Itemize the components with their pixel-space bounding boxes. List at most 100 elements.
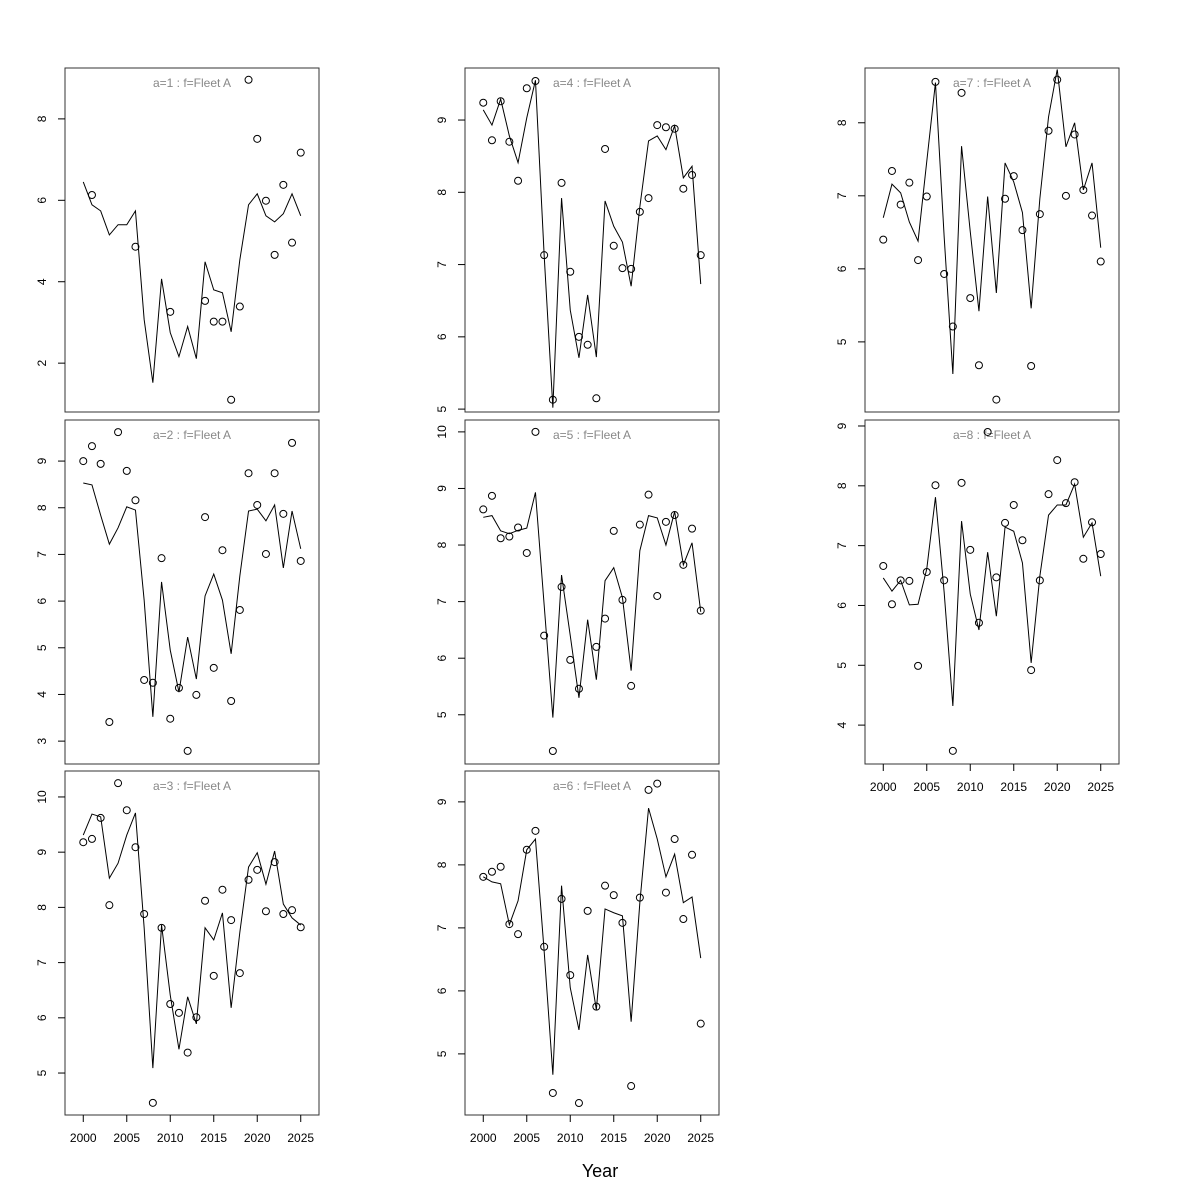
fitted-line (482, 80, 702, 408)
y-tick-label: 8 (35, 904, 49, 911)
y-tick-label: 2 (35, 359, 49, 366)
y-tick-label: 10 (435, 425, 449, 439)
x-tick-label: 2025 (287, 1131, 314, 1145)
data-point (601, 614, 610, 623)
data-point (166, 714, 175, 723)
x-tick-label: 2005 (913, 780, 940, 794)
data-point (270, 250, 279, 259)
y-tick-label: 5 (435, 711, 449, 718)
data-point (879, 561, 888, 570)
data-point (531, 427, 540, 436)
data-point (114, 779, 123, 788)
data-point (574, 1099, 583, 1108)
data-point (87, 442, 96, 451)
x-tick-label: 2015 (600, 1131, 627, 1145)
y-tick-label: 7 (435, 598, 449, 605)
data-point (627, 681, 636, 690)
x-tick-label: 2025 (1087, 780, 1114, 794)
data-point (670, 835, 679, 844)
y-tick-label: 4 (835, 721, 849, 728)
panel-title: a=6 : f=Fleet A (553, 779, 631, 793)
data-point (592, 642, 601, 651)
data-point (931, 481, 940, 490)
panel-title: a=4 : f=Fleet A (553, 76, 631, 90)
data-point (583, 340, 592, 349)
data-point (148, 678, 157, 687)
data-point (670, 511, 679, 520)
panel-title: a=7 : f=Fleet A (953, 76, 1031, 90)
data-point (1070, 130, 1079, 139)
data-point (1001, 518, 1010, 527)
y-tick-label: 8 (435, 861, 449, 868)
y-tick-label: 8 (435, 189, 449, 196)
data-point (557, 178, 566, 187)
data-point (183, 746, 192, 755)
y-tick-label: 9 (435, 798, 449, 805)
data-point (183, 1048, 192, 1057)
panel-title: a=8 : f=Fleet A (953, 428, 1031, 442)
data-point (948, 746, 957, 755)
data-point (1001, 194, 1010, 203)
data-point (653, 121, 662, 130)
data-point (166, 307, 175, 316)
y-tick-label: 7 (835, 192, 849, 199)
y-tick-label: 7 (835, 542, 849, 549)
panel-frame (464, 770, 720, 1116)
data-point (887, 600, 896, 609)
data-point (887, 166, 896, 175)
data-point (218, 546, 227, 555)
y-tick-label: 3 (35, 737, 49, 744)
data-point (270, 469, 279, 478)
data-point (227, 395, 236, 404)
data-point (522, 845, 531, 854)
data-point (235, 302, 244, 311)
data-point (679, 915, 688, 924)
data-point (487, 136, 496, 145)
data-point (583, 906, 592, 915)
data-point (566, 655, 575, 664)
data-point (548, 746, 557, 755)
data-point (940, 269, 949, 278)
data-point (279, 910, 288, 919)
data-point (209, 317, 218, 326)
data-point (1009, 172, 1018, 181)
y-tick-label: 9 (835, 422, 849, 429)
y-tick-label: 5 (35, 644, 49, 651)
y-tick-label: 6 (435, 655, 449, 662)
data-point (983, 427, 992, 436)
y-tick-label: 5 (35, 1069, 49, 1076)
data-point (105, 717, 114, 726)
panel-title: a=2 : f=Fleet A (153, 428, 231, 442)
data-point (253, 865, 262, 874)
data-point (244, 875, 253, 884)
data-point (218, 885, 227, 894)
data-point (1053, 75, 1062, 84)
data-point (296, 923, 305, 932)
data-point (131, 496, 140, 505)
data-point (479, 98, 488, 107)
panel-frame (864, 419, 1120, 765)
data-point (966, 294, 975, 303)
data-point (131, 242, 140, 251)
x-tick-label: 2005 (113, 1131, 140, 1145)
y-tick-label: 7 (435, 924, 449, 931)
panel-frame (64, 67, 320, 413)
data-point (974, 361, 983, 370)
data-point (688, 524, 697, 533)
y-tick-label: 4 (35, 278, 49, 285)
data-point (279, 180, 288, 189)
data-point (679, 184, 688, 193)
y-tick-label: 6 (835, 265, 849, 272)
x-tick-label: 2020 (644, 1131, 671, 1145)
data-point (79, 457, 88, 466)
data-point (522, 548, 531, 557)
y-tick-label: 6 (35, 1014, 49, 1021)
data-point (1027, 666, 1036, 675)
fitted-line (483, 808, 702, 1075)
data-point (566, 267, 575, 276)
data-point (514, 523, 523, 532)
data-point (79, 838, 88, 847)
data-point (1009, 500, 1018, 509)
data-point (557, 582, 566, 591)
x-tick-label: 2020 (244, 1131, 271, 1145)
